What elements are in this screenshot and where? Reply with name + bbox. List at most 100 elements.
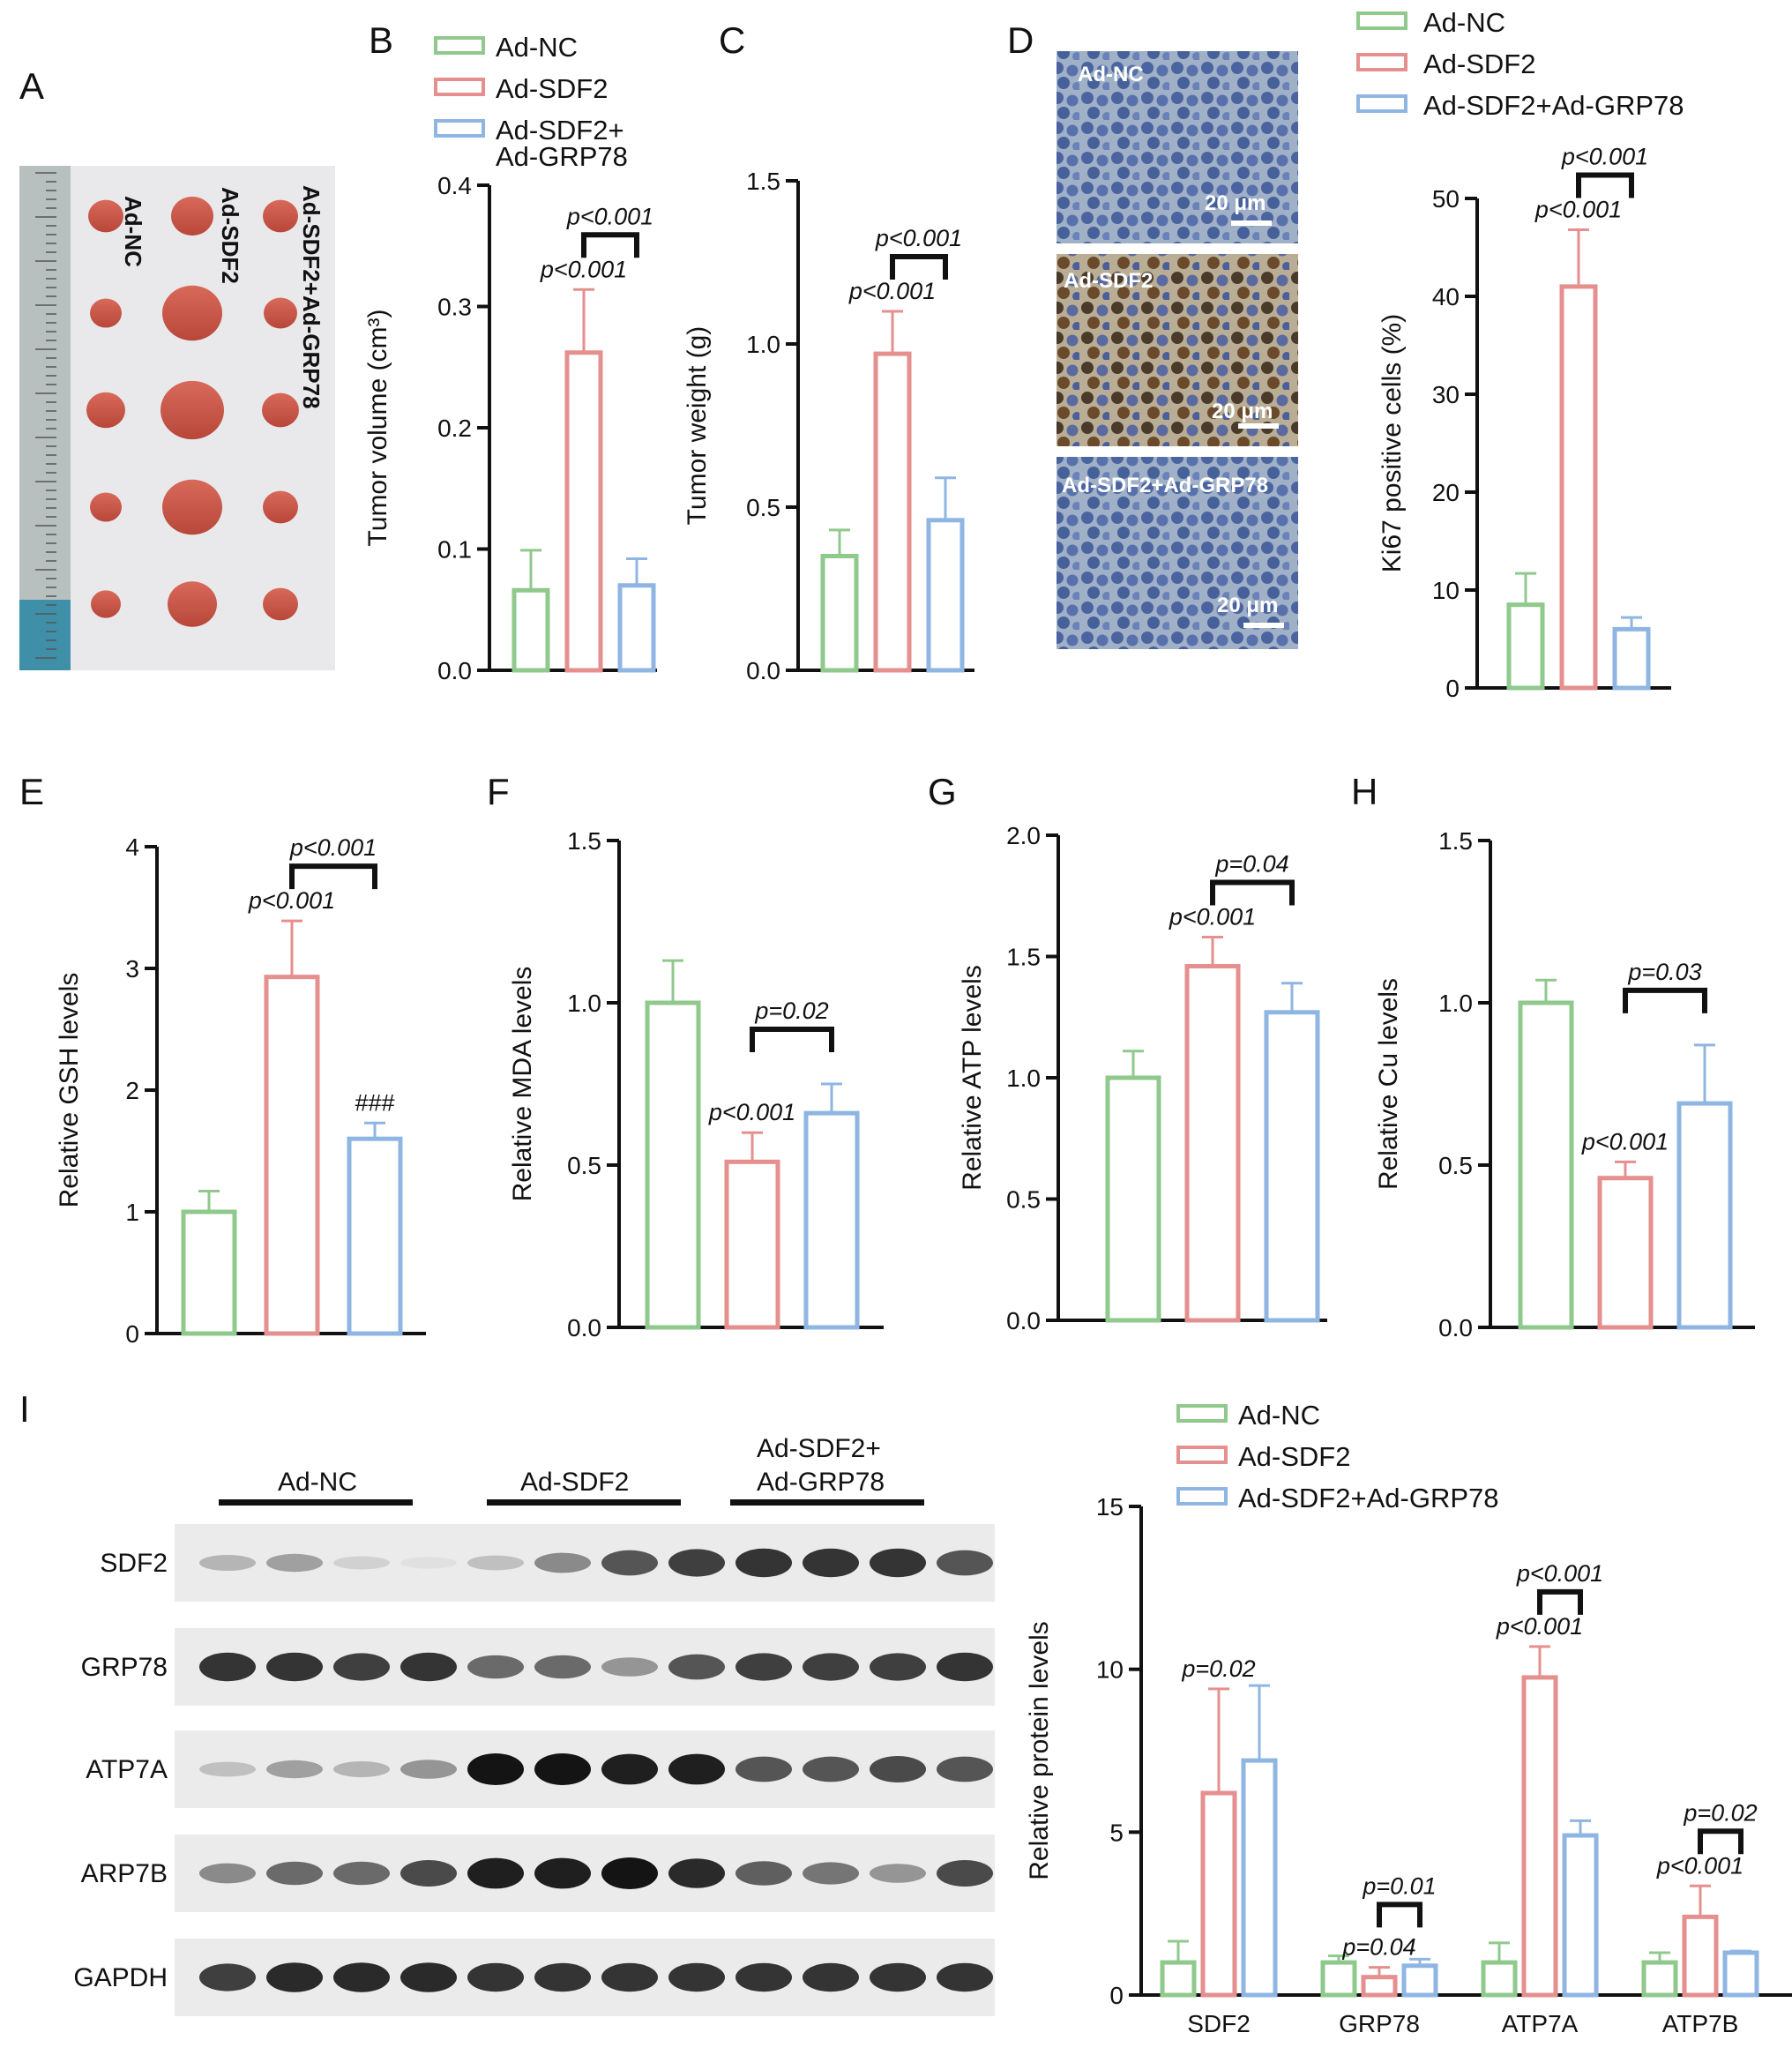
blot-band [668,1654,725,1680]
y-tick-label: 10 [1096,1656,1124,1684]
tumor-specimen [263,199,298,233]
p-value-label: p=0.04 [1341,1934,1415,1961]
tumor-specimen [90,298,122,328]
tumor-specimen [263,587,298,621]
blot-band [199,1863,256,1884]
y-axis-label: Tumor weight (g) [683,326,712,526]
significance-marker: ### [355,1089,394,1116]
bar [1184,964,1241,1323]
y-tick-label: 40 [1432,283,1460,310]
panel-letter-i: I [19,1388,30,1430]
y-tick-label: 3 [125,955,139,983]
blot-band [735,1962,792,1992]
y-tick-label: 1.5 [746,168,780,195]
legend-b-ad-grp78: Ad-GRP78 [496,141,628,172]
scale-bar-3 [1243,623,1284,628]
y-tick-label: 0.2 [437,415,472,442]
tumor-specimen [168,581,217,627]
tumor-specimen [262,392,299,428]
ruler [19,166,71,670]
y-tick-label: 1 [125,1199,139,1226]
p-value-label: p=0.01 [1362,1872,1436,1899]
micro-label-ad-sdf2: Ad-SDF2 [1064,269,1153,293]
y-axis-label: Relative Cu levels [1374,978,1403,1190]
tumor-specimen [161,380,224,440]
y-axis-label: Ki67 positive cells (%) [1378,314,1407,572]
p-value-label: p<0.001 [1581,1128,1669,1155]
significance-bracket [581,232,639,258]
p-value-label: p=0.02 [1181,1655,1255,1682]
chart-g: 0.0 0.5 1.0 1.5 2.0 Relative ATP levels p<0.00… [958,822,1327,1334]
photo-label-ad-nc: Ad-NC [120,196,146,267]
legend-b: Ad-NC Ad-SDF2 Ad-SDF2+ Ad-GRP78 [434,32,628,172]
blot-band [803,1653,859,1681]
blot-band [937,1550,993,1576]
bar [926,518,965,673]
tumor-photo: Ad-NC Ad-SDF2 Ad-SDF2+Ad-GRP78 [19,166,335,670]
legend-i-ad-sdf2-grp78: Ad-SDF2+Ad-GRP78 [1238,1483,1498,1513]
photo-label-ad-sdf2: Ad-SDF2 [217,187,243,284]
blot-band [937,1756,993,1782]
y-tick-label: 0 [1445,675,1460,702]
p-value-label: p<0.001 [1656,1852,1743,1879]
y-tick-label: 0.0 [1006,1307,1041,1334]
photo-label-ad-sdf2-grp78: Ad-SDF2+Ad-GRP78 [298,185,325,409]
blot-band [534,1857,591,1889]
y-axis-label: Relative MDA levels [508,967,537,1202]
bar [1361,1975,1398,1998]
bar [1722,1950,1759,1998]
bar [1401,1963,1438,1998]
bar [724,1159,780,1330]
bar [1521,1675,1558,1998]
bar [645,1000,701,1330]
blot-band [266,1652,323,1682]
blot-band [534,1552,591,1573]
y-tick-label: 0.0 [1438,1314,1473,1341]
y-tick-label: 4 [125,833,139,861]
y-tick-label: 0.5 [746,494,780,521]
panel-letter-h: H [1351,771,1378,812]
blot-band [668,1962,725,1992]
blot-band [803,1962,859,1992]
panel-letter-c: C [719,19,745,61]
bar [1518,1000,1574,1330]
blot-band [266,1553,323,1573]
bar [1676,1101,1733,1330]
legend-b-ad-nc: Ad-NC [496,32,578,63]
bar [511,587,550,673]
blot-protein-label: SDF2 [100,1549,168,1578]
y-tick-label: 1.0 [746,331,780,358]
blot-protein-label: GRP78 [81,1653,168,1682]
y-axis-label: Relative ATP levels [958,965,987,1191]
blot-band [266,1861,323,1886]
blot-band [803,1548,859,1578]
p-value-label: p<0.001 [708,1099,795,1125]
blot-group-ad-nc: Ad-NC [278,1468,357,1497]
significance-bracket [1698,1828,1743,1855]
blot-band [601,1657,658,1677]
significance-bracket [890,254,948,280]
bar [1481,1960,1518,1998]
y-tick-label: 0.5 [1438,1152,1473,1179]
y-tick-label: 2.0 [1006,822,1041,849]
scale-bar-2 [1238,423,1279,429]
y-tick-label: 1.0 [1006,1065,1041,1092]
p-value-label: p<0.001 [289,834,377,861]
y-tick-label: 0 [125,1320,139,1348]
blot-band [870,1653,926,1681]
y-tick-label: 10 [1432,577,1460,604]
legend-d: Ad-NC Ad-SDF2 Ad-SDF2+Ad-GRP78 [1356,7,1684,121]
chart-b: 0.0 0.1 0.2 0.3 0.4 Tumor volume (cm³) p<0.001… [363,172,657,684]
blot-band [803,1862,859,1885]
p-value-label: p<0.001 [875,225,962,251]
y-axis-label: Relative protein levels [1025,1621,1054,1879]
scale-label-3: 20 μm [1217,594,1278,617]
chart-i: 0 5 10 15 Relative protein levels SDF2 GRP78 AT… [1025,1493,1792,2037]
legend-i-ad-nc: Ad-NC [1238,1400,1320,1431]
p-value-label: p<0.001 [848,278,936,304]
y-axis-label: Relative GSH levels [55,973,84,1208]
bar [347,1136,403,1336]
bar [1506,602,1545,691]
blot-band [333,1962,390,1992]
